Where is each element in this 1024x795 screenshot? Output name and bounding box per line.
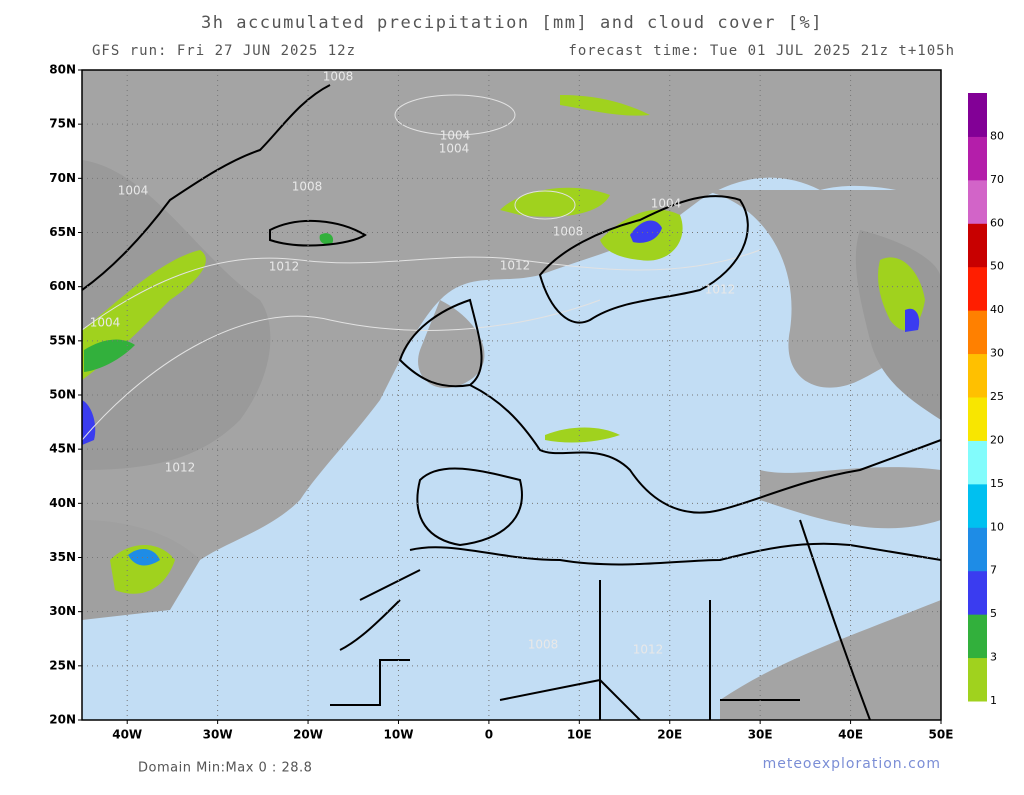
colorbar-segment bbox=[968, 353, 987, 398]
isobar-label: 1004 bbox=[118, 184, 149, 198]
colorbar-segment bbox=[968, 93, 987, 137]
lat-label: 70N bbox=[49, 171, 76, 185]
forecast-label: forecast time: Tue 01 JUL 2025 21z t+105… bbox=[568, 43, 955, 59]
lat-label: 80N bbox=[49, 63, 76, 77]
isobar-label: 1008 bbox=[528, 638, 559, 652]
lon-label: 10E bbox=[567, 728, 592, 742]
colorbar-segment bbox=[968, 657, 987, 702]
lon-label: 10W bbox=[384, 728, 414, 742]
colorbar-segment bbox=[968, 266, 987, 311]
lon-label: 30W bbox=[203, 728, 233, 742]
isobar-label: 1012 bbox=[633, 643, 664, 657]
isobar-label: 1012 bbox=[500, 259, 531, 273]
lon-label: 40E bbox=[838, 728, 863, 742]
lat-label: 35N bbox=[49, 550, 76, 564]
lon-label: 50E bbox=[929, 728, 954, 742]
lon-label: 20W bbox=[293, 728, 323, 742]
colorbar-segment bbox=[968, 397, 987, 441]
colorbar-segment bbox=[968, 310, 987, 355]
colorbar-label: 5 bbox=[990, 607, 997, 620]
lat-label: 30N bbox=[49, 604, 76, 618]
coastlines bbox=[82, 84, 941, 720]
map: 1008100410041008100410121004100810121004… bbox=[78, 69, 942, 724]
colorbar-label: 15 bbox=[990, 477, 1004, 490]
title: 3h accumulated precipitation [mm] and cl… bbox=[201, 13, 823, 33]
colorbar-segment bbox=[968, 179, 987, 224]
graticule bbox=[78, 69, 942, 724]
colorbar-label: 10 bbox=[990, 520, 1004, 533]
isobar-label: 1008 bbox=[553, 225, 584, 239]
colorbar-segment bbox=[968, 527, 987, 572]
lat-label: 75N bbox=[49, 117, 76, 131]
colorbar-label: 30 bbox=[990, 347, 1004, 360]
lat-label: 55N bbox=[49, 333, 76, 347]
isobar-label: 1004 bbox=[90, 316, 121, 330]
map-frame bbox=[81, 69, 942, 721]
colorbar-segment bbox=[968, 440, 987, 485]
colorbar-segment bbox=[968, 614, 987, 659]
isobar-label: 1008 bbox=[292, 180, 323, 194]
lat-label: 20N bbox=[49, 713, 76, 727]
colorbar-label: 25 bbox=[990, 390, 1004, 403]
isobar-label: 1008 bbox=[323, 70, 354, 84]
site-label: meteoexploration.com bbox=[763, 756, 941, 772]
lat-label: 45N bbox=[49, 442, 76, 456]
isobar-labels: 1008100410041008100410121004100810121004… bbox=[90, 70, 736, 657]
isobar-label: 1004 bbox=[440, 129, 471, 143]
colorbar-label: 60 bbox=[990, 216, 1004, 229]
isobar-label: 1012 bbox=[269, 260, 300, 274]
isobar-label: 1004 bbox=[439, 142, 470, 156]
colorbar-label: 50 bbox=[990, 260, 1004, 273]
run-label: GFS run: Fri 27 JUN 2025 12z bbox=[92, 43, 356, 59]
isobars bbox=[82, 94, 761, 441]
colorbar-segment bbox=[968, 570, 987, 615]
lat-label: 50N bbox=[49, 388, 76, 402]
lat-label: 40N bbox=[49, 496, 76, 510]
lat-label: 60N bbox=[49, 279, 76, 293]
lon-label: 20E bbox=[657, 728, 682, 742]
colorbar-label: 80 bbox=[990, 129, 1004, 142]
min-max-label: Domain Min:Max 0 : 28.8 bbox=[138, 761, 312, 776]
colorbar-segment bbox=[968, 136, 987, 181]
colorbar-segment bbox=[968, 223, 987, 268]
colorbar-label: 70 bbox=[990, 173, 1004, 186]
colorbar-label: 7 bbox=[990, 564, 997, 577]
lon-label: 40W bbox=[112, 728, 142, 742]
colorbar-label: 20 bbox=[990, 433, 1004, 446]
lat-label: 25N bbox=[49, 658, 76, 672]
colorbar-segment bbox=[968, 483, 987, 528]
colorbar-label: 40 bbox=[990, 303, 1004, 316]
lat-label: 65N bbox=[49, 225, 76, 239]
colorbar: 1 3 5 7 10 15 20 25 30 40 50 60 70 80 bbox=[968, 93, 1004, 707]
colorbar-label: 3 bbox=[990, 651, 997, 664]
precipitation bbox=[82, 95, 925, 594]
colorbar-label: 1 bbox=[990, 694, 997, 707]
lon-label: 0 bbox=[485, 728, 493, 742]
isobar-label: 1012 bbox=[165, 461, 196, 475]
isobar-label: 1004 bbox=[651, 197, 682, 211]
isobar-label: 1012 bbox=[705, 283, 736, 297]
lon-label: 30E bbox=[748, 728, 773, 742]
